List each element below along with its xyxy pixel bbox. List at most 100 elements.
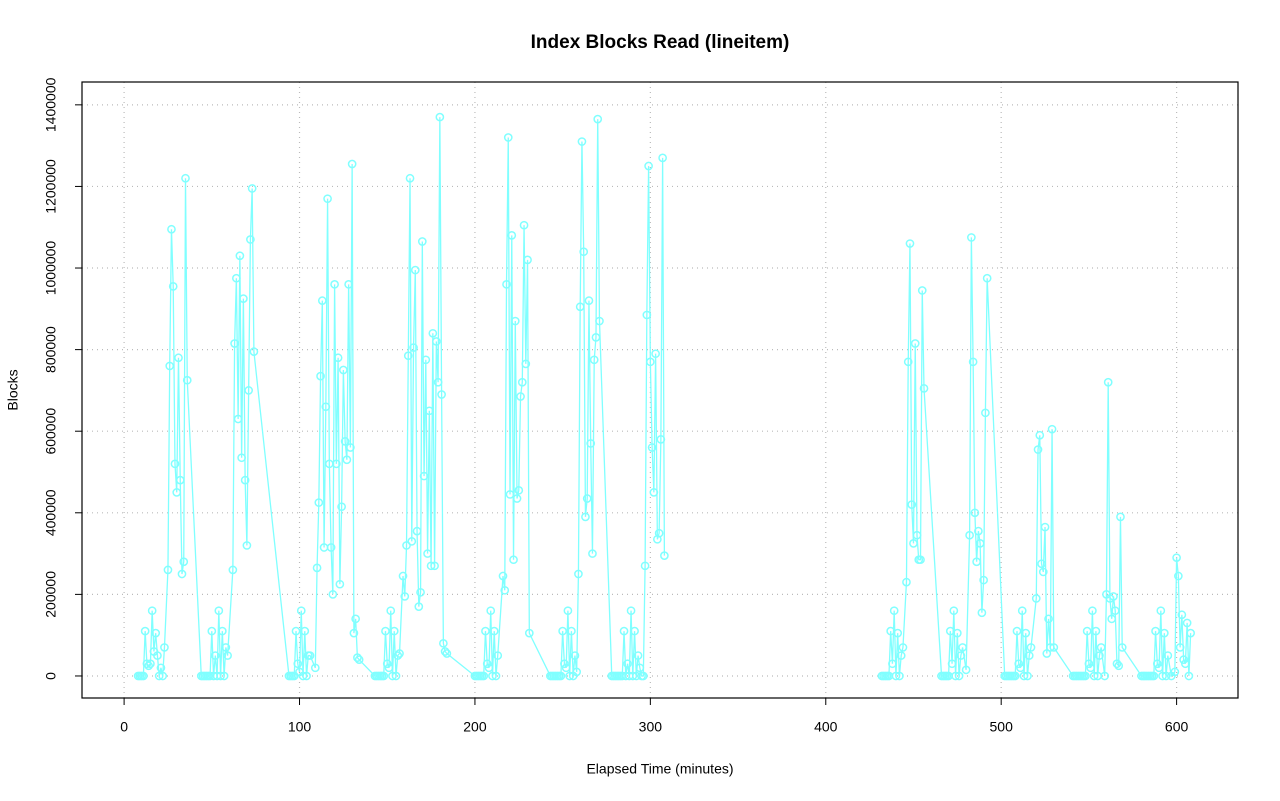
data-point <box>435 112 445 122</box>
data-point <box>974 526 983 536</box>
data-point <box>588 549 597 558</box>
data-point <box>1081 671 1090 681</box>
data-point <box>491 671 501 681</box>
data-point <box>949 606 959 616</box>
data-point <box>633 651 643 660</box>
data-point <box>158 671 168 681</box>
data-point <box>509 555 518 565</box>
data-point <box>965 530 974 540</box>
y-tick-label: 400000 <box>43 489 59 536</box>
data-point <box>1017 606 1027 616</box>
data-point <box>428 328 438 338</box>
y-tick-label: 1000000 <box>43 241 59 296</box>
data-point <box>1100 671 1110 681</box>
data-point <box>595 316 604 326</box>
data-point <box>510 316 520 326</box>
data-point <box>647 443 657 452</box>
data-point <box>321 402 331 412</box>
data-point <box>907 500 917 509</box>
data-point <box>170 459 180 469</box>
data-point <box>214 606 224 616</box>
data-point <box>646 357 655 367</box>
data-point <box>1175 643 1185 652</box>
data-point <box>1186 628 1195 638</box>
data-point <box>660 551 669 560</box>
data-point <box>416 587 425 597</box>
data-point <box>1091 626 1101 636</box>
data-point <box>898 643 908 652</box>
data-point <box>628 671 638 681</box>
data-point <box>235 251 245 261</box>
data-point <box>354 655 364 665</box>
data-point <box>905 239 915 248</box>
data-point <box>910 339 920 348</box>
x-tick-label: 600 <box>1165 719 1189 735</box>
data-point <box>423 549 432 558</box>
data-point <box>556 671 566 681</box>
data-point <box>298 671 308 681</box>
data-point <box>221 643 231 652</box>
data-point <box>1154 663 1164 673</box>
data-point <box>382 659 392 669</box>
data-point <box>975 539 985 548</box>
data-point <box>351 614 361 624</box>
x-tick-label: 100 <box>288 719 312 735</box>
data-point <box>349 628 359 638</box>
data-point <box>249 347 259 357</box>
data-point <box>153 651 162 660</box>
data-point <box>916 555 925 565</box>
data-point <box>570 651 580 660</box>
data-point <box>982 273 992 283</box>
data-point <box>421 355 431 365</box>
data-point <box>524 628 534 638</box>
x-tick-label: 0 <box>120 719 128 735</box>
x-axis-label: Elapsed Time (minutes) <box>586 761 733 777</box>
data-point <box>228 565 238 575</box>
data-point <box>216 671 225 681</box>
data-point <box>947 659 957 669</box>
data-point <box>156 663 166 673</box>
data-point <box>139 671 148 681</box>
data-point <box>635 663 645 673</box>
data-point <box>1114 661 1124 671</box>
data-point <box>240 475 250 485</box>
data-point <box>140 626 150 636</box>
data-point <box>1084 659 1094 669</box>
data-point <box>958 643 967 652</box>
data-point <box>305 651 315 660</box>
data-point <box>233 414 243 424</box>
data-point <box>909 539 918 548</box>
data-point <box>1082 626 1092 636</box>
data-point <box>1014 659 1024 669</box>
data-point <box>517 377 527 387</box>
data-point <box>230 339 239 348</box>
data-point <box>912 530 922 540</box>
data-point <box>1182 618 1192 628</box>
data-point <box>340 437 350 446</box>
data-point <box>1181 659 1190 669</box>
data-point <box>500 585 510 595</box>
data-point <box>516 392 525 401</box>
y-tick-label: 0 <box>43 672 59 680</box>
data-point <box>658 153 667 163</box>
data-point <box>333 353 343 363</box>
data-point <box>410 265 420 275</box>
data-point <box>519 220 529 230</box>
data-point <box>323 194 332 204</box>
data-point <box>1026 643 1036 652</box>
plot-frame <box>81 81 1239 699</box>
data-point <box>893 628 903 638</box>
data-line <box>138 117 1192 678</box>
data-point <box>291 626 301 636</box>
data-point <box>232 273 241 283</box>
data-point <box>1016 663 1025 673</box>
data-point <box>403 351 413 361</box>
data-point <box>414 602 424 611</box>
y-tick-label: 1200000 <box>43 159 59 214</box>
data-point <box>1019 671 1029 681</box>
data-point <box>579 247 589 257</box>
data-point <box>512 494 522 503</box>
data-point <box>479 671 489 681</box>
data-point <box>181 173 190 183</box>
